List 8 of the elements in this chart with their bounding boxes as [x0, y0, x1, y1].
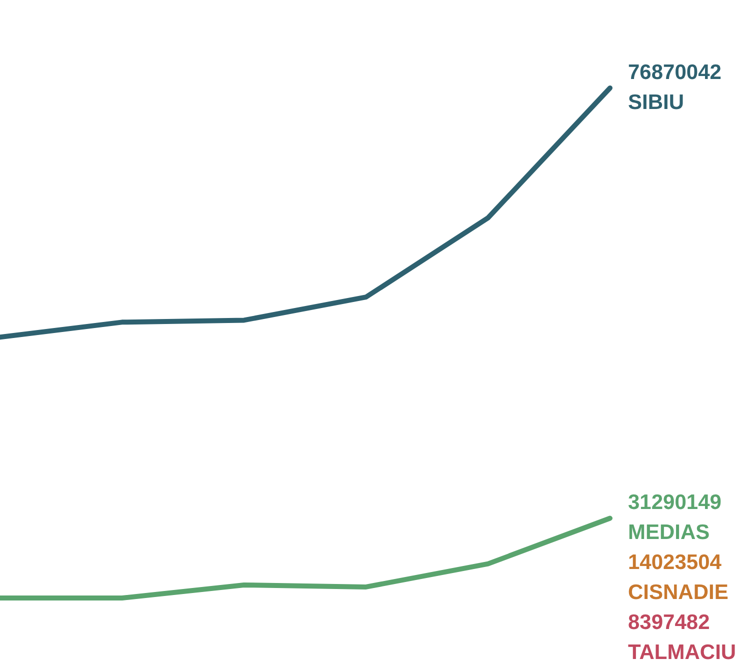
text: 14023504 [628, 551, 722, 574]
legend-label: TALMACIU [628, 641, 736, 664]
data-label: 76870042 [628, 60, 722, 84]
series-label: SIBIU [628, 90, 684, 114]
text: 8397482 [628, 611, 710, 634]
data-label: 31290149 [628, 491, 722, 514]
legend-label: CISNADIE [628, 581, 728, 604]
series-label: MEDIAS [628, 521, 710, 544]
